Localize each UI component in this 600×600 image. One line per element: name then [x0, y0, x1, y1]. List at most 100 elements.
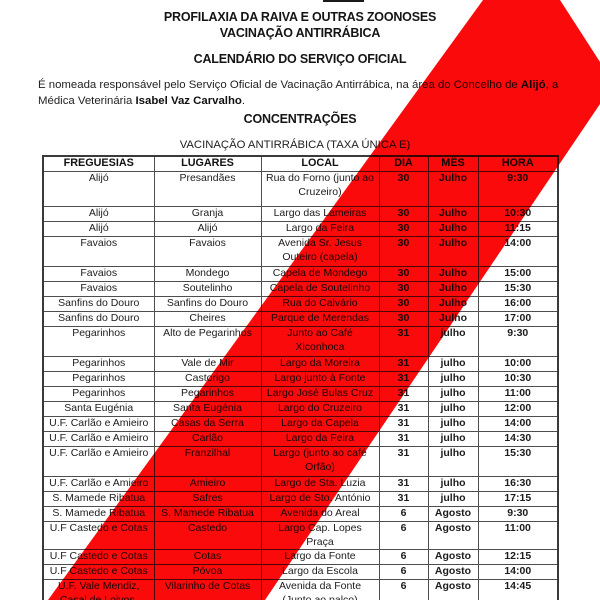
cell-local: Avenida da Fonte (Junto ao palco)	[260, 579, 380, 600]
cell-freguesia: Pegarinhos	[42, 371, 155, 387]
header-cell-ms: MÊS	[427, 155, 479, 172]
cell-freguesia: Pegarinhos	[42, 326, 155, 357]
table-row: U.F Castedo e Cotas Cotas Largo da Fonte 6 A…	[42, 549, 559, 565]
cell-hora: 9:30	[477, 171, 559, 207]
cell-dia: 31	[378, 386, 429, 402]
table-row: U.F Castedo e Cotas Póvoa Largo da Escola 6…	[42, 564, 559, 580]
intro-line2-bold: Isabel Vaz Carvalho	[135, 94, 242, 107]
cell-local: Largo da Moreira	[260, 356, 380, 372]
table-row: S. Mamede Ribatua S. Mamede Ribatua Avenid…	[42, 506, 559, 522]
intro-line2: Médica Veterinária Isabel Vaz Carvalho.	[38, 94, 578, 110]
cell-dia: 30	[378, 171, 429, 207]
intro-line1-text: É nomeada responsável pelo Serviço Ofici…	[38, 79, 521, 91]
table-row: Pegarinhos Vale de Mir Largo da Moreira 31 j…	[42, 356, 559, 372]
table-row: Sanfins do Douro Cheires Parque de Merenda…	[42, 311, 559, 327]
schedule-table: FREGUESIAS LUGARES LOCAL DIA MÊS HORA Alijó Pr…	[42, 155, 559, 600]
intro-line2-tail: .	[241, 94, 246, 107]
header-cell-hora: HORA	[477, 155, 559, 172]
cell-hora: 16:30	[477, 476, 559, 492]
cell-lugar: S. Mamede Ribatua	[153, 506, 262, 522]
cell-lugar: Póvoa	[153, 564, 262, 580]
cell-lugar: Pegarinhos	[153, 386, 262, 402]
cell-hora: 11:15	[477, 221, 559, 237]
cell-mes: julho	[427, 326, 479, 357]
cell-freguesia: U.F. Carlão e Amieiro	[42, 431, 155, 447]
cell-local: Rua do Calvário	[260, 296, 380, 312]
cell-lugar: Sanfins do Douro	[153, 296, 262, 312]
cell-hora: 15:30	[477, 446, 559, 477]
cell-hora: 14:45	[477, 579, 559, 600]
doc-title-line2: VACINAÇÃO ANTIRRÁBICA	[219, 25, 381, 40]
cell-lugar: Vale de Mir	[153, 356, 262, 372]
cell-lugar: Castorigo	[153, 371, 262, 387]
cell-freguesia: Favaios	[42, 266, 155, 282]
cell-mes: Julho	[427, 266, 479, 282]
cell-hora: 9:30	[477, 326, 559, 357]
table-row: Pegarinhos Alto de Pegarinhos Junto ao Caf…	[42, 326, 559, 357]
cell-dia: 31	[378, 491, 429, 507]
cell-freguesia: Alijó	[42, 206, 155, 222]
header-cell-lugares: LUGARES	[153, 155, 262, 172]
cell-dia: 31	[378, 431, 429, 447]
cell-mes: Julho	[427, 296, 479, 312]
cell-lugar: Carlão	[153, 431, 262, 447]
section-heading: CONCENTRAÇÕES	[243, 112, 357, 126]
cell-dia: 31	[378, 356, 429, 372]
header-cell-freguesias: FREGUESIAS	[42, 155, 155, 172]
cell-lugar: Vilarinho de Cotas	[153, 579, 262, 600]
cell-local: Largo da Escola	[260, 564, 380, 580]
table-row: Alijó Granja Largo das Lameiras 30 Julho 10:3…	[42, 206, 559, 222]
cell-local: Largo do Cruzeiro	[260, 401, 380, 417]
cell-local: Largo de Sta. Luzia	[260, 476, 380, 492]
cell-dia: 31	[378, 401, 429, 417]
cell-lugar: Alto de Pegarinhos	[153, 326, 262, 357]
cell-dia: 30	[378, 266, 429, 282]
cell-mes: julho	[427, 386, 479, 402]
cell-local: Rua do Forno (junto ao Cruzeiro)	[260, 171, 380, 207]
cell-hora: 14:00	[477, 416, 559, 432]
cell-lugar: Alijó	[153, 221, 262, 237]
table-caption: VACINAÇÃO ANTIRRÁBICA (TAXA ÚNICA E)	[179, 139, 411, 151]
table-row: U.F. Vale Mendiz, Casal de Loivos, Vilar…	[42, 579, 559, 600]
intro-line2-text: Médica Veterinária	[38, 94, 136, 107]
table-row: Favaios Mondego Capela de Mondego 30 Julho 15…	[42, 266, 559, 282]
cell-dia: 6	[378, 564, 429, 580]
cell-local: Avenida do Areal	[260, 506, 380, 522]
cell-lugar: Favaios	[153, 236, 262, 267]
cell-freguesia: Alijó	[42, 171, 155, 207]
table-row: Pegarinhos Pegarinhos Largo José Bulas Cru…	[42, 386, 559, 402]
cell-local: Avenida Sr. Jesus Outeiro (capela)	[260, 236, 380, 267]
intro-line1-bold: Alijó	[520, 79, 546, 91]
header-cell-local: LOCAL	[260, 155, 380, 172]
cell-dia: 31	[378, 326, 429, 357]
cell-dia: 6	[378, 549, 429, 565]
cell-lugar: Amieiro	[153, 476, 262, 492]
cell-hora: 10:00	[477, 356, 559, 372]
cell-lugar: Granja	[153, 206, 262, 222]
cell-hora: 10:30	[477, 206, 559, 222]
cell-dia: 30	[378, 311, 429, 327]
cell-mes: julho	[427, 446, 479, 477]
cell-lugar: Mondego	[153, 266, 262, 282]
cell-freguesia: Favaios	[42, 236, 155, 267]
cell-freguesia: Pegarinhos	[42, 386, 155, 402]
cell-dia: 30	[378, 221, 429, 237]
cell-local: Largo da Fonte	[260, 549, 380, 565]
cell-freguesia: S. Mamede Ribatua	[42, 506, 155, 522]
cell-mes: julho	[427, 401, 479, 417]
cell-lugar: Santa Eugénia	[153, 401, 262, 417]
cell-hora: 14:00	[477, 236, 559, 267]
cell-freguesia: Alijó	[42, 221, 155, 237]
cell-dia: 6	[378, 579, 429, 600]
cell-local: Largo junto à Fonte	[260, 371, 380, 387]
cell-lugar: Presandães	[153, 171, 262, 207]
cell-local: Largo da Feira	[260, 221, 380, 237]
cell-dia: 6	[378, 521, 429, 550]
cell-hora: 16:00	[477, 296, 559, 312]
cell-lugar: Castedo	[153, 521, 262, 550]
cell-hora: 14:00	[477, 564, 559, 580]
doc-title-line1: PROFILAXIA DA RAIVA E OUTRAS ZOONOSES	[163, 10, 437, 24]
cell-mes: Julho	[427, 236, 479, 267]
cell-freguesia: U.F. Vale Mendiz, Casal de Loivos, Vilar…	[42, 579, 155, 600]
intro-line1: É nomeada responsável pelo Serviço Ofici…	[38, 78, 578, 94]
